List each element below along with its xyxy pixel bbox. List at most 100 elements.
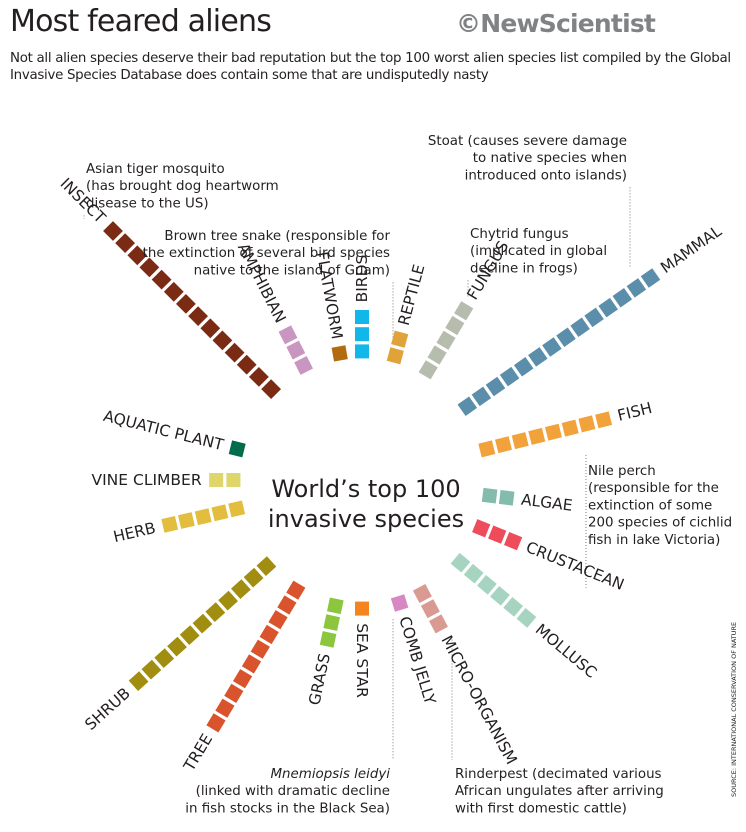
bar-fish: [478, 411, 613, 458]
bar-unit-flatworm: [331, 345, 348, 362]
category-label-comb-jelly: COMB JELLY: [395, 614, 439, 707]
bar-unit-micro-organism: [420, 599, 440, 619]
bar-unit-mollusc: [503, 597, 524, 617]
bar-unit-tree: [224, 683, 244, 704]
bar-unit-insect: [224, 342, 245, 363]
bar-mammal: [457, 268, 661, 416]
bar-unit-tree: [215, 698, 235, 718]
bar-unit-shrub: [256, 556, 277, 576]
bar-vine-climber: [209, 473, 241, 487]
bar-fungus: [418, 301, 474, 380]
bar-unit-insect: [261, 379, 281, 399]
bar-unit-fish: [528, 427, 546, 445]
bar-micro-organism: [412, 584, 448, 634]
bar-unit-mammal: [612, 287, 633, 308]
page-title: Most feared aliens: [10, 4, 272, 39]
bar-unit-mammal: [499, 366, 520, 387]
bar-unit-mollusc: [490, 585, 510, 606]
bar-unit-crustacean: [503, 531, 523, 551]
bar-unit-fish: [595, 411, 613, 429]
chart-center-title: World’s top 100 invasive species: [268, 475, 464, 533]
category-label-tree: TREE: [180, 731, 216, 775]
category-label-birds: BIRDS: [353, 255, 371, 303]
bar-unit-grass: [323, 614, 341, 631]
category-label-vine-climber: VINE CLIMBER: [92, 471, 202, 489]
annotation-mammal: Stoat (causes severe damage to native spe…: [428, 134, 627, 183]
bar-unit-insect: [200, 318, 221, 339]
category-label-grass: GRASS: [305, 652, 334, 707]
annotation-flatworm: Brown tree snake (responsible for the ext…: [143, 229, 391, 278]
bar-unit-tree: [286, 580, 306, 600]
bar-unit-tree: [232, 669, 253, 689]
bar-unit-insect: [163, 281, 184, 302]
bar-unit-insect: [212, 330, 233, 351]
bar-unit-insect: [151, 269, 172, 290]
bar-unit-fungus: [436, 330, 456, 350]
bar-unit-fish: [561, 419, 579, 437]
bar-sea-star: [355, 601, 369, 616]
bar-unit-mammal: [584, 307, 604, 328]
bar-grass: [319, 597, 344, 648]
bar-amphibian: [278, 325, 314, 375]
bar-unit-micro-organism: [429, 614, 448, 634]
bar-tree: [206, 580, 306, 733]
annotation-micro-organism: Rinderpest (decimated various African ung…: [455, 767, 664, 816]
category-label-mammal: MAMMAL: [657, 222, 725, 277]
bar-unit-mollusc: [516, 608, 537, 628]
bar-birds: [355, 310, 369, 359]
category-label-reptile: REPTILE: [395, 263, 429, 328]
bar-unit-fish: [578, 415, 596, 433]
bar-unit-fish: [545, 423, 562, 441]
category-label-algae: ALGAE: [520, 491, 573, 515]
bar-unit-fungus: [454, 301, 474, 321]
bar-unit-crustacean: [472, 519, 491, 538]
annotation-fungus: Chytrid fungus (implicated in global decli…: [470, 227, 607, 276]
bar-algae: [481, 487, 515, 506]
bar-unit-shrub: [128, 671, 149, 691]
bar-unit-grass: [319, 631, 337, 648]
category-label-fish: FISH: [616, 399, 654, 425]
bar-unit-shrub: [154, 648, 175, 668]
bar-unit-mammal: [485, 376, 506, 397]
annotation-fish: Nile perch (responsible for the extinction…: [588, 464, 732, 548]
bar-unit-fungus: [427, 345, 447, 365]
bar-herb: [161, 500, 246, 533]
annotation-leaders: [83, 187, 631, 760]
bar-unit-tree: [268, 610, 288, 630]
bar-mollusc: [450, 552, 537, 628]
bar-unit-mammal: [570, 317, 590, 338]
bar-unit-mollusc: [477, 574, 497, 595]
bar-unit-shrub: [167, 636, 187, 657]
bar-unit-algae: [481, 487, 498, 504]
bar-unit-mammal: [640, 268, 661, 288]
bar-unit-mammal: [542, 337, 562, 357]
bar-unit-mammal: [528, 347, 548, 367]
bar-unit-herb: [228, 500, 246, 518]
bar-unit-fish: [511, 432, 529, 450]
bar-unit-mammal: [556, 327, 576, 347]
bar-unit-reptile: [391, 330, 409, 348]
bar-unit-amphibian: [294, 355, 314, 375]
bar-unit-birds: [355, 327, 369, 342]
bar-unit-insect: [188, 306, 208, 326]
bar-unit-shrub: [192, 613, 213, 634]
bar-unit-algae: [498, 489, 515, 506]
bar-unit-crustacean: [488, 525, 507, 544]
bar-reptile: [386, 330, 409, 365]
bar-unit-shrub: [231, 579, 251, 599]
category-label-aquatic-plant: AQUATIC PLANT: [102, 407, 226, 454]
bar-unit-herb: [211, 504, 229, 522]
annotation-comb-jelly: Mnemiopsis leidyi (linked with dramatic d…: [185, 767, 390, 816]
bar-unit-birds: [355, 310, 369, 324]
bar-unit-tree: [259, 624, 279, 645]
bar-unit-vine-climber: [209, 473, 224, 487]
bar-unit-amphibian: [278, 325, 298, 345]
bar-unit-mollusc: [463, 563, 484, 584]
bar-unit-shrub: [141, 659, 162, 680]
bar-unit-mammal: [471, 386, 492, 407]
bar-unit-tree: [277, 595, 297, 615]
bar-unit-birds: [355, 344, 369, 359]
bar-unit-shrub: [205, 602, 226, 622]
bar-unit-mammal: [626, 278, 647, 298]
